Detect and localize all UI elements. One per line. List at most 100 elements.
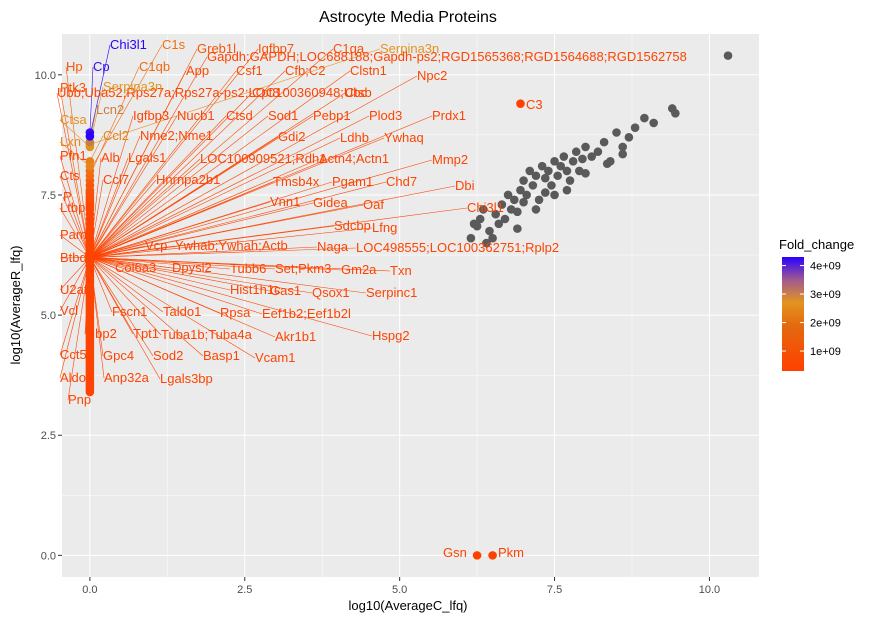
data-point bbox=[522, 190, 531, 200]
point-label: C1s bbox=[162, 37, 186, 52]
data-point bbox=[618, 149, 627, 159]
data-point bbox=[528, 181, 538, 190]
label-connector bbox=[89, 44, 111, 137]
legend-colorbar bbox=[782, 257, 804, 371]
data-point bbox=[671, 108, 680, 118]
label-connector bbox=[59, 155, 91, 258]
point-label: P bbox=[63, 189, 72, 204]
label-connector bbox=[89, 135, 141, 258]
point-label: Lgals1 bbox=[128, 150, 166, 165]
label-connector bbox=[89, 257, 276, 338]
data-point bbox=[488, 551, 497, 560]
label-connector bbox=[62, 196, 91, 258]
legend-tick-label: 3e+09 bbox=[810, 289, 841, 301]
label-connector bbox=[89, 257, 271, 292]
data-point bbox=[562, 185, 572, 195]
point-label: Gm2a bbox=[341, 262, 377, 277]
data-point bbox=[485, 226, 494, 236]
point-label: C3 bbox=[526, 97, 543, 112]
label-connector bbox=[89, 257, 231, 270]
point-label: Vnn1 bbox=[270, 194, 300, 209]
gray-points bbox=[466, 51, 733, 248]
data-point bbox=[516, 185, 525, 195]
x-tick-label: 5.0 bbox=[392, 584, 407, 596]
point-label: Gdi2 bbox=[278, 129, 305, 144]
point-label: Plod3 bbox=[369, 108, 402, 123]
label-connector bbox=[89, 181, 387, 258]
data-point bbox=[618, 142, 627, 152]
label-connector bbox=[56, 92, 91, 258]
legend: Fold_change 4e+09 3e+09 2e+09 1e+09 bbox=[779, 237, 854, 371]
point-label: LOC100909521;Rdh1 bbox=[200, 151, 327, 166]
data-point bbox=[612, 128, 621, 137]
label-connector bbox=[89, 257, 204, 357]
label-connector bbox=[89, 227, 373, 258]
data-point bbox=[559, 152, 569, 161]
label-connector bbox=[59, 87, 91, 258]
data-point bbox=[540, 188, 550, 197]
point-label: Serpinc1 bbox=[366, 285, 417, 300]
label-connector bbox=[89, 135, 104, 162]
label-connector bbox=[89, 257, 162, 336]
label-connector bbox=[89, 48, 381, 145]
point-label: Eef1b2;Eef1b2l bbox=[262, 306, 351, 321]
point-label: Tpt1 bbox=[133, 326, 159, 341]
data-point bbox=[593, 147, 603, 157]
point-label: Gapdh;GAPDH;LOC688188;Gapdh-ps2;RGD15653… bbox=[207, 49, 687, 64]
label-connector bbox=[89, 257, 276, 270]
point-label: Actn4;Actn1 bbox=[319, 151, 389, 166]
label-connector bbox=[89, 48, 259, 258]
data-point bbox=[519, 197, 528, 207]
point-label: Anp32a bbox=[104, 370, 150, 385]
point-label: Cp bbox=[93, 59, 110, 74]
data-point bbox=[466, 233, 476, 243]
point-label: Serpina3n bbox=[103, 79, 162, 94]
data-point bbox=[581, 142, 590, 152]
label-connector bbox=[59, 257, 91, 291]
data-point bbox=[488, 233, 497, 243]
label-connector bbox=[89, 257, 154, 357]
point-label: Ltbp1 bbox=[60, 200, 93, 215]
legend-tick-label: 1e+09 bbox=[810, 346, 841, 358]
label-connector bbox=[89, 115, 370, 258]
label-connector bbox=[89, 115, 134, 258]
label-connector bbox=[89, 201, 271, 258]
label-connector bbox=[89, 245, 176, 258]
data-point bbox=[550, 190, 559, 200]
point-label: Lxn bbox=[60, 134, 81, 149]
label-connector bbox=[89, 202, 314, 258]
data-point bbox=[85, 387, 95, 397]
data-point bbox=[550, 157, 559, 166]
point-label: Vcp bbox=[145, 238, 167, 253]
x-axis: 0.0 2.5 5.0 7.5 10.0 bbox=[82, 577, 720, 596]
point-label: Naga bbox=[317, 239, 349, 254]
legend-title: Fold_change bbox=[779, 237, 854, 252]
label-connector bbox=[89, 70, 286, 258]
x-tick-label: 7.5 bbox=[547, 584, 562, 596]
point-label: Chi3l1 bbox=[110, 37, 147, 52]
point-label: Fscn1 bbox=[112, 304, 147, 319]
point-label: Sod1 bbox=[268, 108, 298, 123]
point-label: App bbox=[186, 63, 209, 78]
data-point bbox=[553, 171, 562, 181]
point-label: Ywhaq bbox=[384, 130, 424, 145]
point-label: Pnp bbox=[68, 392, 91, 407]
label-connector bbox=[89, 247, 357, 258]
label-connector bbox=[89, 92, 253, 258]
point-label: Lfng bbox=[372, 220, 397, 235]
data-point bbox=[509, 195, 519, 205]
data-point bbox=[537, 161, 547, 171]
y-tick-label: 2.5 bbox=[41, 430, 56, 442]
point-label: U2af2 bbox=[60, 282, 95, 297]
data-point bbox=[85, 132, 95, 141]
point-label: LOC498555;LOC100362751;Rplp2 bbox=[356, 240, 559, 255]
data-point bbox=[556, 161, 566, 171]
data-point bbox=[568, 157, 578, 166]
point-label: Hp bbox=[66, 59, 83, 74]
point-label: Clstn1 bbox=[350, 63, 387, 78]
point-label: Lgals3bp bbox=[160, 371, 213, 386]
data-point bbox=[503, 190, 513, 200]
label-connector bbox=[89, 257, 313, 294]
point-label: Dbi bbox=[455, 178, 475, 193]
data-point bbox=[472, 221, 482, 231]
